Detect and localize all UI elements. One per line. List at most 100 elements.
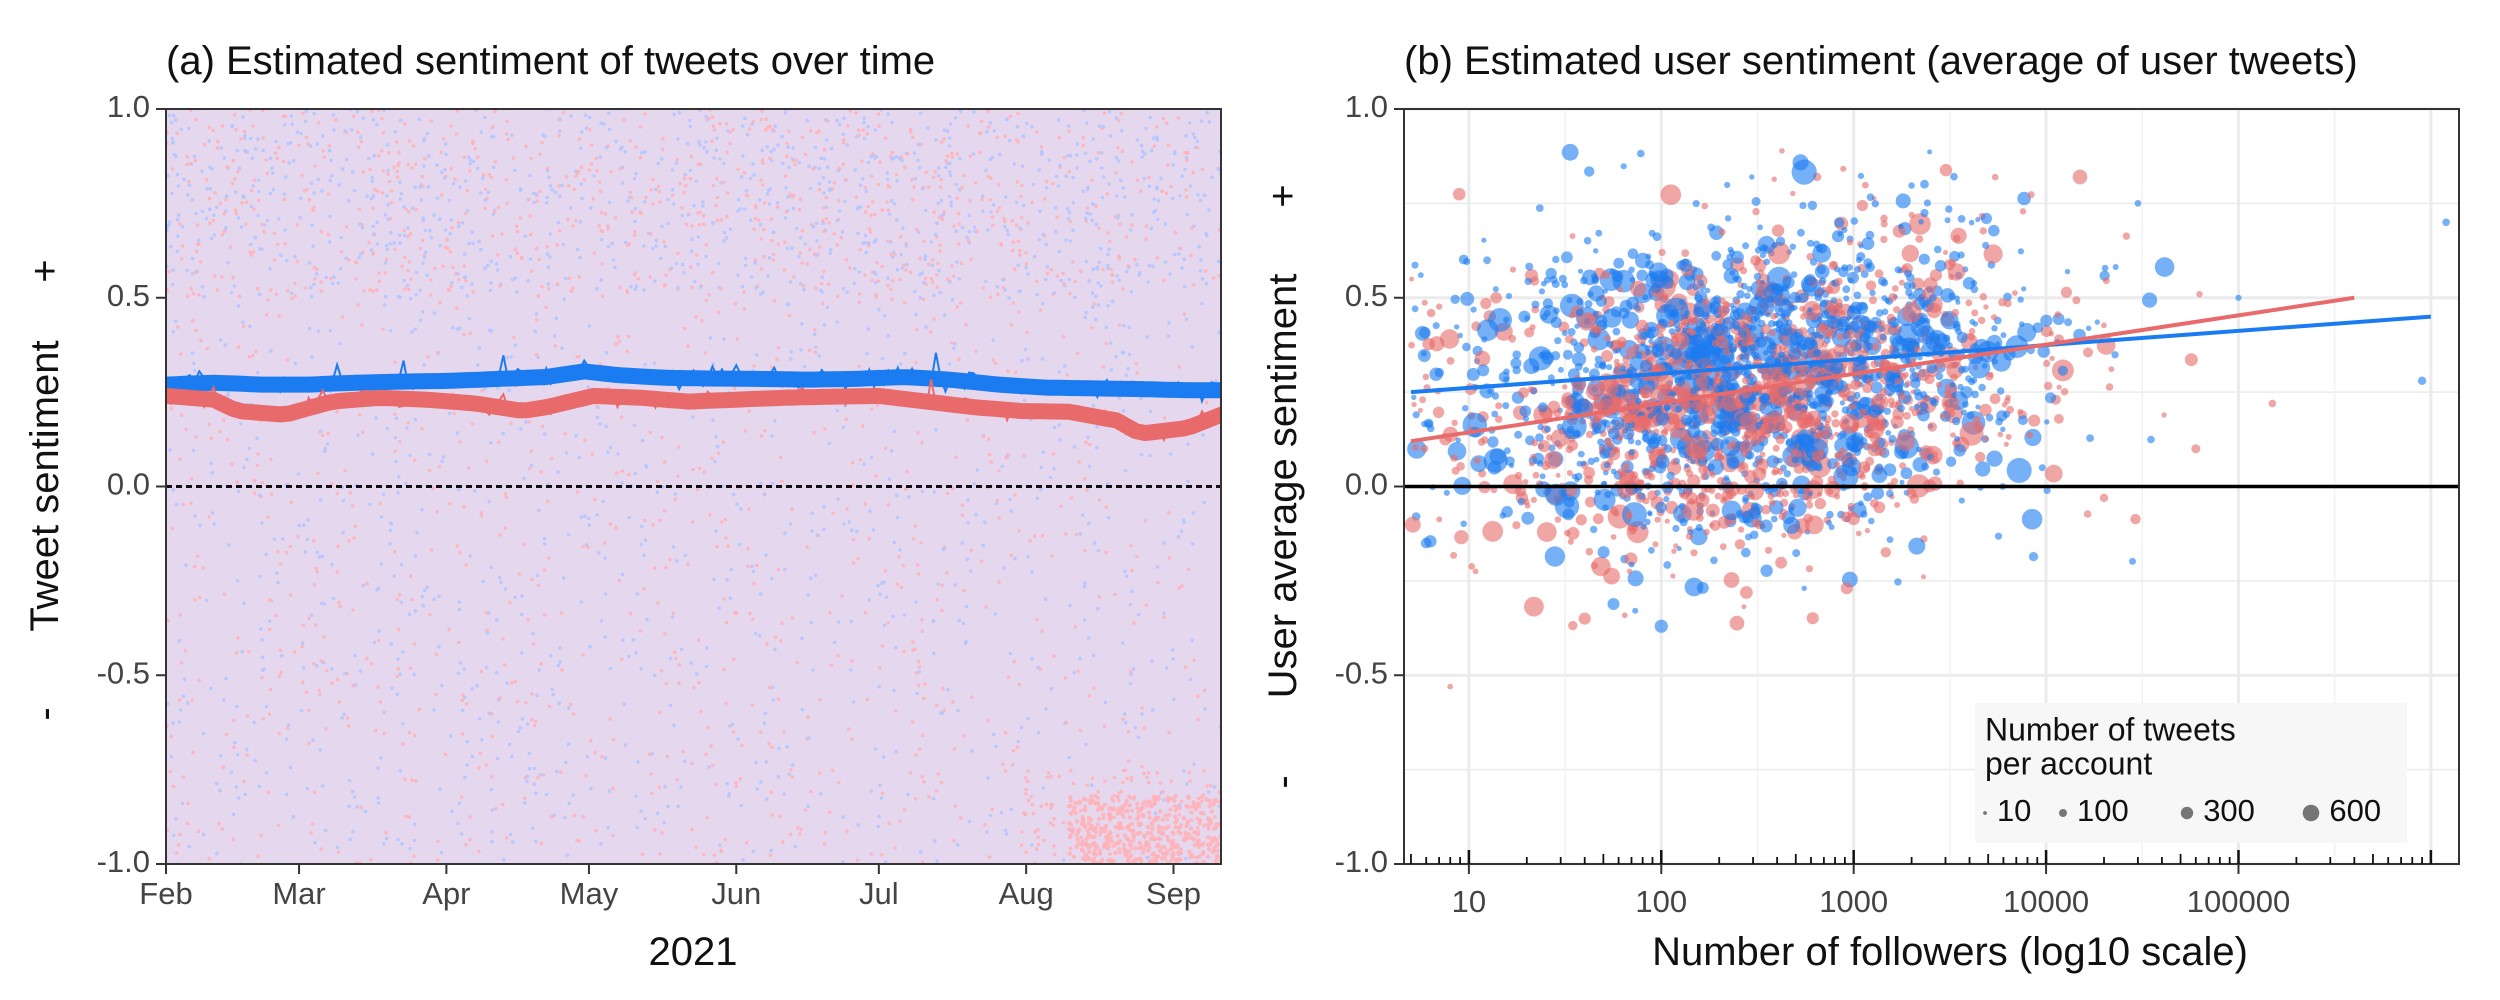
tweet-point [726,544,730,548]
tweet-point [740,124,745,128]
tweet-point [388,230,393,235]
tweet-point [724,536,728,540]
tweet-point [422,164,426,168]
tweet-point [1135,262,1139,267]
tweet-point [1095,267,1100,271]
tweet-point [450,809,454,814]
tweet-point [1066,216,1071,221]
tweet-point [269,492,274,497]
tweet-point [470,687,474,691]
tweet-point [665,754,670,759]
user-point [1915,235,1924,243]
tweet-point [968,199,972,203]
tweet-point [690,237,694,242]
tweet-point [1126,794,1132,799]
tweet-point [316,329,321,333]
tweet-point [527,420,532,424]
tweet-point [1123,712,1127,716]
tweet-point [732,386,737,391]
tweet-point [913,289,917,294]
tweet-point [1138,821,1144,827]
tweet-point [741,858,745,862]
tweet-point [185,821,190,826]
tweet-point [996,292,1000,297]
tweet-point [394,459,398,464]
tweet-point [707,292,711,297]
tweet-point [878,592,882,596]
tweet-point [1141,805,1146,810]
tweet-point [1008,497,1012,502]
tweet-point [526,279,530,283]
tweet-point [568,702,573,707]
tweet-point [633,206,637,211]
tweet-point [699,285,703,289]
tweet-point [1071,228,1075,232]
user-point [1864,527,1871,534]
tweet-point [850,659,855,663]
tweet-point [390,686,394,691]
tweet-point [202,294,206,299]
tweet-point [449,284,453,289]
tweet-point [1064,532,1068,536]
tweet-point [1159,825,1164,831]
user-point [1412,411,1420,419]
tweet-point [209,461,213,466]
tweet-point [920,617,924,622]
tweet-point [845,507,849,511]
tweet-point [413,185,418,190]
user-point [1582,367,1590,374]
tweet-point [320,554,325,558]
tweet-point [911,536,916,541]
tweet-point [423,156,427,161]
tweet-point [234,127,238,132]
tweet-point [1135,178,1140,183]
tweet-point [1009,323,1014,327]
tweet-point [1088,212,1092,216]
tweet-point [703,351,708,355]
tweet-point [533,329,538,334]
tweet-point [193,368,197,373]
tweet-point [798,235,803,240]
tweet-point [247,446,252,451]
tweet-point [1109,368,1114,372]
tweet-point [1137,808,1143,814]
tweet-point [845,290,849,295]
tweet-point [317,555,322,559]
tweet-point [1207,120,1212,124]
tweet-point [256,452,261,456]
tweet-point [751,119,756,124]
tweet-point [900,266,905,270]
tweet-point [1091,404,1096,408]
tweet-point [992,129,997,133]
tweet-point [1098,859,1104,864]
tweet-point [1135,554,1139,559]
tweet-point [1180,174,1184,178]
tweet-point [1017,310,1021,314]
tweet-point [676,445,681,449]
tweet-point [728,227,733,231]
tweet-point [951,274,956,279]
tweet-point [326,192,331,196]
tweet-point [776,568,781,572]
tweet-point [783,216,788,220]
tweet-point [1067,129,1071,134]
tweet-point [754,353,759,357]
tweet-point [600,262,604,266]
tweet-point [513,168,517,173]
tweet-point [1128,681,1133,686]
tweet-point [750,564,754,569]
tweet-point [383,294,388,299]
tweet-point [528,257,533,261]
tweet-point [1026,221,1030,225]
tweet-point [1115,274,1119,278]
tweet-point [759,117,764,122]
tweet-point [171,282,175,287]
tweet-point [462,667,467,671]
tweet-point [335,845,340,850]
tweet-point [194,249,199,254]
tweet-point [1127,352,1132,357]
tweet-point [169,120,174,125]
tweet-point [1052,654,1056,658]
tweet-point [529,449,534,454]
tweet-point [530,826,535,831]
